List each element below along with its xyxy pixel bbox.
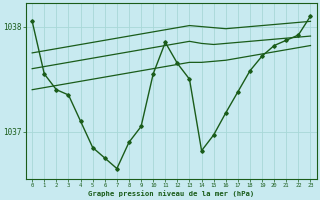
X-axis label: Graphe pression niveau de la mer (hPa): Graphe pression niveau de la mer (hPa) <box>88 190 254 197</box>
